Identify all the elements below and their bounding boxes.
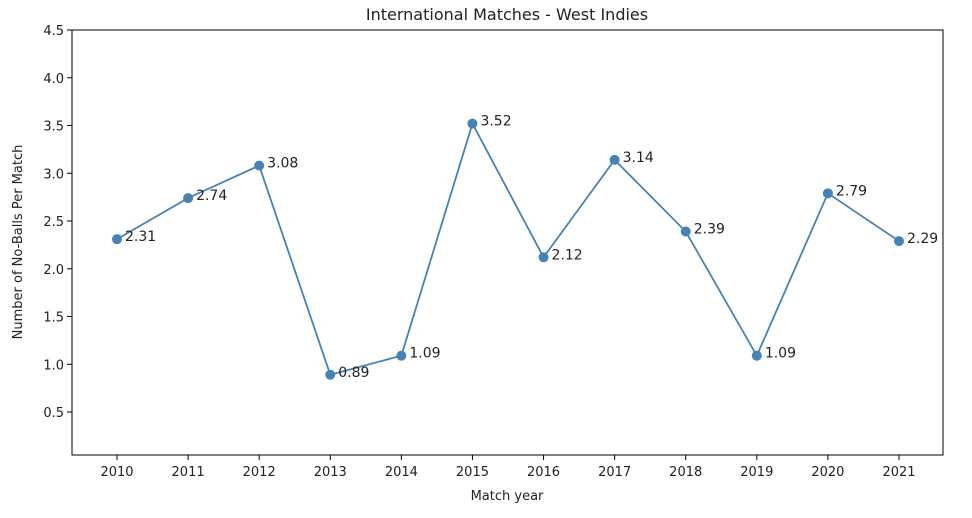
y-tick-label: 2.0 <box>43 263 64 278</box>
y-tick-label: 0.5 <box>43 406 64 421</box>
x-tick-label: 2017 <box>598 465 631 480</box>
x-tick-label: 2020 <box>811 465 844 480</box>
y-axis-label: Number of No-Balls Per Match <box>11 145 26 340</box>
y-axis: 0.5 1.0 1.5 2.0 2.5 3.0 3.5 4.0 4.5 <box>43 24 72 421</box>
data-label: 2.79 <box>836 183 867 199</box>
data-label: 3.52 <box>480 114 511 130</box>
data-point <box>325 369 336 380</box>
data-point <box>538 252 549 263</box>
data-label: 3.08 <box>267 156 298 172</box>
y-tick-label: 2.5 <box>43 215 64 230</box>
data-point <box>751 350 762 361</box>
data-label: 2.29 <box>907 231 938 247</box>
data-label: 2.12 <box>552 247 583 263</box>
x-tick-label: 2013 <box>314 465 347 480</box>
y-tick-label: 1.5 <box>43 311 64 326</box>
data-label: 1.09 <box>765 346 796 362</box>
data-point <box>396 350 407 361</box>
data-label: 1.09 <box>409 346 440 362</box>
x-tick-label: 2014 <box>385 465 418 480</box>
plot-area <box>71 29 944 456</box>
x-tick-label: 2011 <box>172 465 205 480</box>
series-line <box>116 121 900 376</box>
y-tick-label: 3.0 <box>43 167 64 182</box>
data-label: 2.39 <box>694 222 725 238</box>
y-tick-label: 4.5 <box>43 24 64 39</box>
data-point <box>254 160 265 171</box>
x-tick-label: 2010 <box>100 465 133 480</box>
x-axis-label: Match year <box>471 489 544 504</box>
data-point <box>680 226 691 237</box>
data-point <box>467 118 478 129</box>
y-tick-label: 3.5 <box>43 120 64 135</box>
x-tick-label: 2016 <box>527 465 560 480</box>
chart-title: International Matches - West Indies <box>366 5 648 24</box>
data-point <box>609 154 620 165</box>
x-tick-label: 2019 <box>740 465 773 480</box>
data-point <box>183 193 194 204</box>
data-label: 2.74 <box>196 188 227 204</box>
data-label: 0.89 <box>338 365 369 381</box>
data-point <box>894 236 904 247</box>
data-label: 2.31 <box>125 229 156 245</box>
data-point <box>112 234 122 245</box>
data-labels: 2.31 2.74 3.08 0.89 1.09 3.52 2.12 3.14 2.39 1.09… <box>125 114 938 381</box>
data-label: 3.14 <box>623 150 654 166</box>
x-tick-label: 2015 <box>456 465 489 480</box>
data-point <box>822 188 833 199</box>
y-tick-label: 1.0 <box>43 358 64 373</box>
x-tick-label: 2018 <box>669 465 702 480</box>
x-tick-label: 2021 <box>882 465 915 480</box>
y-tick-label: 4.0 <box>43 72 64 87</box>
data-points <box>112 118 904 380</box>
x-axis: 2010 2011 2012 2013 2014 2015 2016 2017 2018 2019… <box>100 455 916 480</box>
x-tick-label: 2012 <box>243 465 276 480</box>
